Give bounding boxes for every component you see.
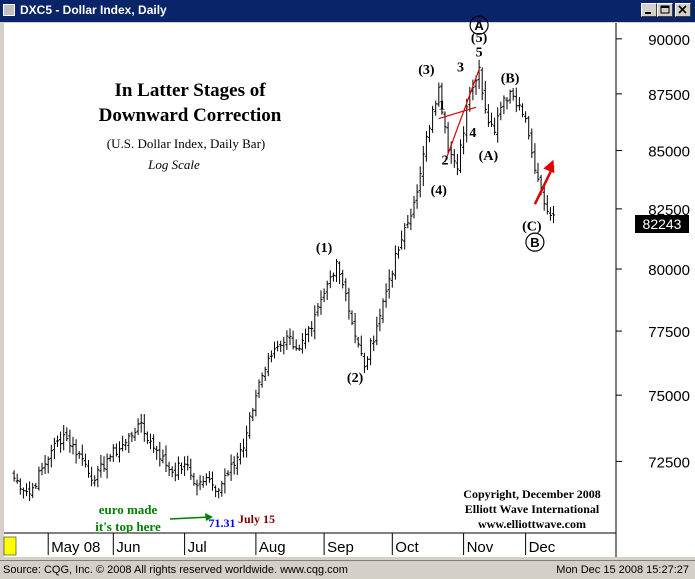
y-tick-label: 80000 bbox=[648, 262, 690, 279]
minimize-button[interactable] bbox=[641, 3, 657, 17]
last-price-tag bbox=[635, 215, 689, 233]
wave-label: 3 bbox=[457, 61, 464, 76]
wave-circle-label: A bbox=[474, 18, 484, 33]
wedge-line bbox=[438, 106, 477, 120]
wave-label: (C) bbox=[522, 219, 542, 234]
euro-pointer-arrow bbox=[169, 516, 211, 520]
wave-label: (B) bbox=[501, 72, 520, 87]
x-tick-label: Aug bbox=[259, 539, 286, 556]
wave-label: 2 bbox=[442, 153, 449, 168]
euro-note-line2: it's top here bbox=[95, 519, 161, 534]
wave-circle bbox=[469, 15, 489, 35]
scroll-marker[interactable] bbox=[3, 536, 17, 556]
wave-label: (5) bbox=[471, 31, 488, 46]
wave-circle-label: B bbox=[530, 235, 539, 250]
minimize-icon bbox=[645, 12, 651, 14]
x-tick-label: Nov bbox=[467, 539, 494, 556]
y-tick-label: 72500 bbox=[648, 454, 690, 471]
window-title: DXC5 - Dollar Index, Daily bbox=[20, 3, 167, 17]
copyright-line3: www.elliottwave.com bbox=[478, 517, 586, 531]
x-tick-label: Jun bbox=[116, 539, 140, 556]
wave-label: (2) bbox=[347, 371, 364, 386]
copyright-line2: Elliott Wave International bbox=[465, 502, 600, 516]
status-source: Source: CQG, Inc. © 2008 All rights rese… bbox=[3, 564, 348, 576]
wave-label: 1 bbox=[438, 99, 445, 114]
time-axis-area bbox=[4, 533, 616, 557]
euro-pointer-arrowhead bbox=[205, 513, 213, 521]
y-tick-label: 75000 bbox=[648, 388, 690, 405]
euro-note-line1: euro made bbox=[99, 502, 158, 517]
status-bar: Source: CQG, Inc. © 2008 All rights rese… bbox=[0, 560, 695, 579]
projection-arrowhead bbox=[543, 159, 555, 174]
wave-label: (A) bbox=[479, 149, 499, 164]
y-tick-label: 77500 bbox=[648, 324, 690, 341]
x-tick-label: Dec bbox=[529, 539, 556, 556]
chart-title-line1: In Latter Stages of bbox=[114, 80, 266, 101]
projection-arrow bbox=[533, 165, 555, 205]
wave-label: 4 bbox=[469, 126, 476, 141]
wave-label: 5 bbox=[476, 45, 483, 60]
y-tick-label: 82500 bbox=[648, 202, 690, 219]
y-tick-label: 87500 bbox=[648, 87, 690, 104]
status-datetime: Mon Dec 15 2008 15:27:27 bbox=[556, 564, 689, 576]
y-tick-label: 90000 bbox=[648, 32, 690, 49]
chart-subtitle: (U.S. Dollar Index, Daily Bar) bbox=[107, 136, 266, 151]
x-tick-label: Sep bbox=[327, 539, 354, 556]
plot-area bbox=[4, 23, 616, 533]
low-date-label: July 15 bbox=[238, 512, 275, 526]
close-button[interactable] bbox=[675, 3, 691, 17]
price-axis-area bbox=[616, 23, 695, 557]
x-tick-label: Oct bbox=[395, 539, 419, 556]
wave-label: (3) bbox=[418, 63, 435, 78]
maximize-icon bbox=[660, 5, 670, 14]
y-tick-label: 85000 bbox=[648, 144, 690, 161]
x-tick-label: May 08 bbox=[51, 539, 100, 556]
scale-note: Log Scale bbox=[147, 157, 200, 172]
last-price-value: 82243 bbox=[643, 216, 682, 232]
x-tick-label: Jul bbox=[188, 539, 207, 556]
wave-label: (1) bbox=[316, 241, 333, 256]
maximize-button[interactable] bbox=[657, 3, 673, 17]
chart-app-icon bbox=[3, 4, 15, 16]
close-icon bbox=[678, 5, 687, 14]
wave-label: (4) bbox=[431, 184, 448, 199]
title-bar: DXC5 - Dollar Index, Daily bbox=[0, 0, 695, 22]
chart-title-line2: Downward Correction bbox=[99, 105, 282, 126]
low-value-label: 71.31 bbox=[209, 516, 236, 530]
wedge-line bbox=[444, 69, 480, 163]
copyright-line1: Copyright, December 2008 bbox=[463, 487, 600, 501]
wave-circle bbox=[525, 232, 545, 252]
